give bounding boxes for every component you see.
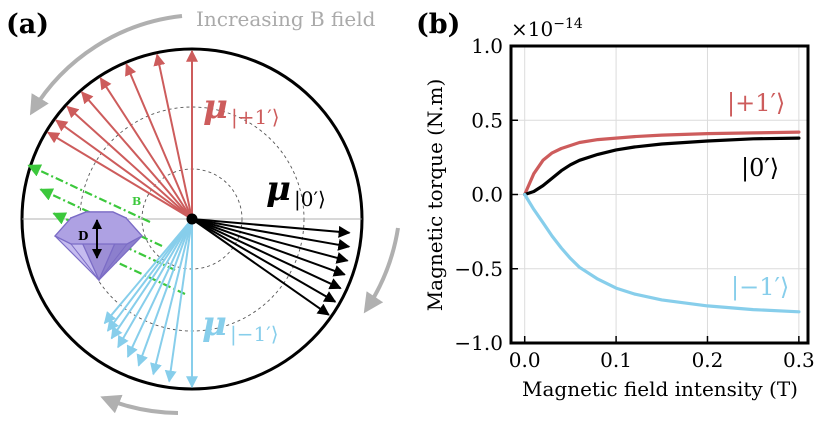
origin-dot: [186, 213, 198, 225]
mu-zero-arrow-7: [191, 218, 330, 316]
diamond-icon: [53, 211, 144, 282]
mu-plus-arrow-3: [125, 63, 193, 220]
mu-minus-arrow-9: [103, 218, 193, 325]
mu-plus-state: |+1′⟩: [231, 105, 280, 130]
curve-label-minus: |−1′⟩: [731, 273, 789, 302]
mu-minus-arrow-4: [136, 218, 193, 367]
mu-minus-arrows: [103, 218, 198, 389]
curve-label-zero: |0′⟩: [741, 154, 779, 183]
series-line-zero: [523, 136, 801, 197]
mu-zero-arrow-5: [191, 218, 342, 290]
mu-minus-arrow-8: [106, 218, 193, 332]
mu-zero-arrows: [191, 218, 351, 316]
panel-a-label: (a): [6, 9, 49, 40]
y-axis-label: Magnetic torque (N.m): [423, 79, 447, 312]
rotation-arrow-top: [29, 14, 183, 116]
x-tick-label: 0.0: [509, 348, 541, 372]
b-field-label: B: [132, 195, 141, 208]
panel-b: (b) ×10−14 −1.0−0.50.00.51.0 0.0 0.1 0.2 0.…: [416, 9, 815, 401]
mu-minus-symbol: μ: [202, 304, 227, 344]
mu-minus-arrow-7: [110, 218, 193, 340]
b-field-arrow-1: [27, 164, 151, 223]
mu-zero-arrow-3: [191, 218, 349, 264]
curve-label-plus: |+1′⟩: [727, 89, 785, 118]
series-line-plus: [523, 130, 801, 197]
x-axis-ticks: 0.0 0.1 0.2 0.3: [509, 336, 815, 372]
mu-minus-arrow-3: [150, 218, 193, 376]
mu-zero-arrow-1: [191, 218, 351, 238]
mu-plus-arrow-8: [46, 131, 193, 220]
mu-zero-arrow-2: [191, 218, 351, 251]
x-tick-label: 0.2: [692, 348, 724, 372]
mu-plus-arrow-2: [153, 53, 193, 220]
plot-frame: [509, 44, 810, 345]
mu-zero-arrow-4: [191, 218, 346, 277]
mu-plus-arrow-5: [81, 91, 193, 220]
chart-series: [523, 130, 801, 314]
d-axis-label: D: [78, 229, 88, 243]
panel-a: (a) Increasing B field B D: [6, 7, 400, 415]
mu-plus-arrows: [46, 49, 198, 220]
y-tick-label: −1.0: [454, 331, 503, 355]
x-tick-label: 0.1: [600, 348, 632, 372]
x-tick-label: 0.3: [783, 348, 815, 372]
rotation-arrow-bottom: [100, 394, 179, 415]
mu-zero-symbol: μ: [266, 169, 291, 209]
mu-plus-arrow-6: [66, 105, 193, 220]
mu-zero-arrow-6: [191, 218, 337, 303]
mu-plus-arrow-7: [55, 119, 193, 220]
panel-b-label: (b): [416, 9, 460, 40]
rotation-label: Increasing B field: [196, 7, 376, 31]
y-tick-label: 1.0: [471, 34, 503, 58]
y-tick-label: 0.5: [471, 108, 503, 132]
rotation-arrow-right: [363, 227, 400, 314]
mu-minus-arrow-2: [164, 218, 193, 383]
x-axis-label: Magnetic field intensity (T): [522, 377, 798, 401]
mu-minus-arrow-6: [117, 218, 193, 349]
b-field-arrow-4: [62, 236, 186, 295]
mu-minus-arrow-5: [126, 218, 193, 358]
y-tick-label: 0.0: [471, 183, 503, 207]
y-tick-label: −0.5: [454, 257, 503, 281]
y-axis-ticks: −1.0 −0.5 0.0 0.5 1.0: [454, 34, 518, 355]
mu-plus-arrow-4: [99, 77, 193, 220]
scale-factor-label: ×10−14: [511, 16, 583, 41]
mu-zero-state: |0′⟩: [294, 187, 326, 212]
mu-plus-symbol: μ: [203, 87, 228, 127]
series-line-minus: [523, 192, 801, 314]
mu-minus-state: |−1′⟩: [230, 322, 279, 347]
